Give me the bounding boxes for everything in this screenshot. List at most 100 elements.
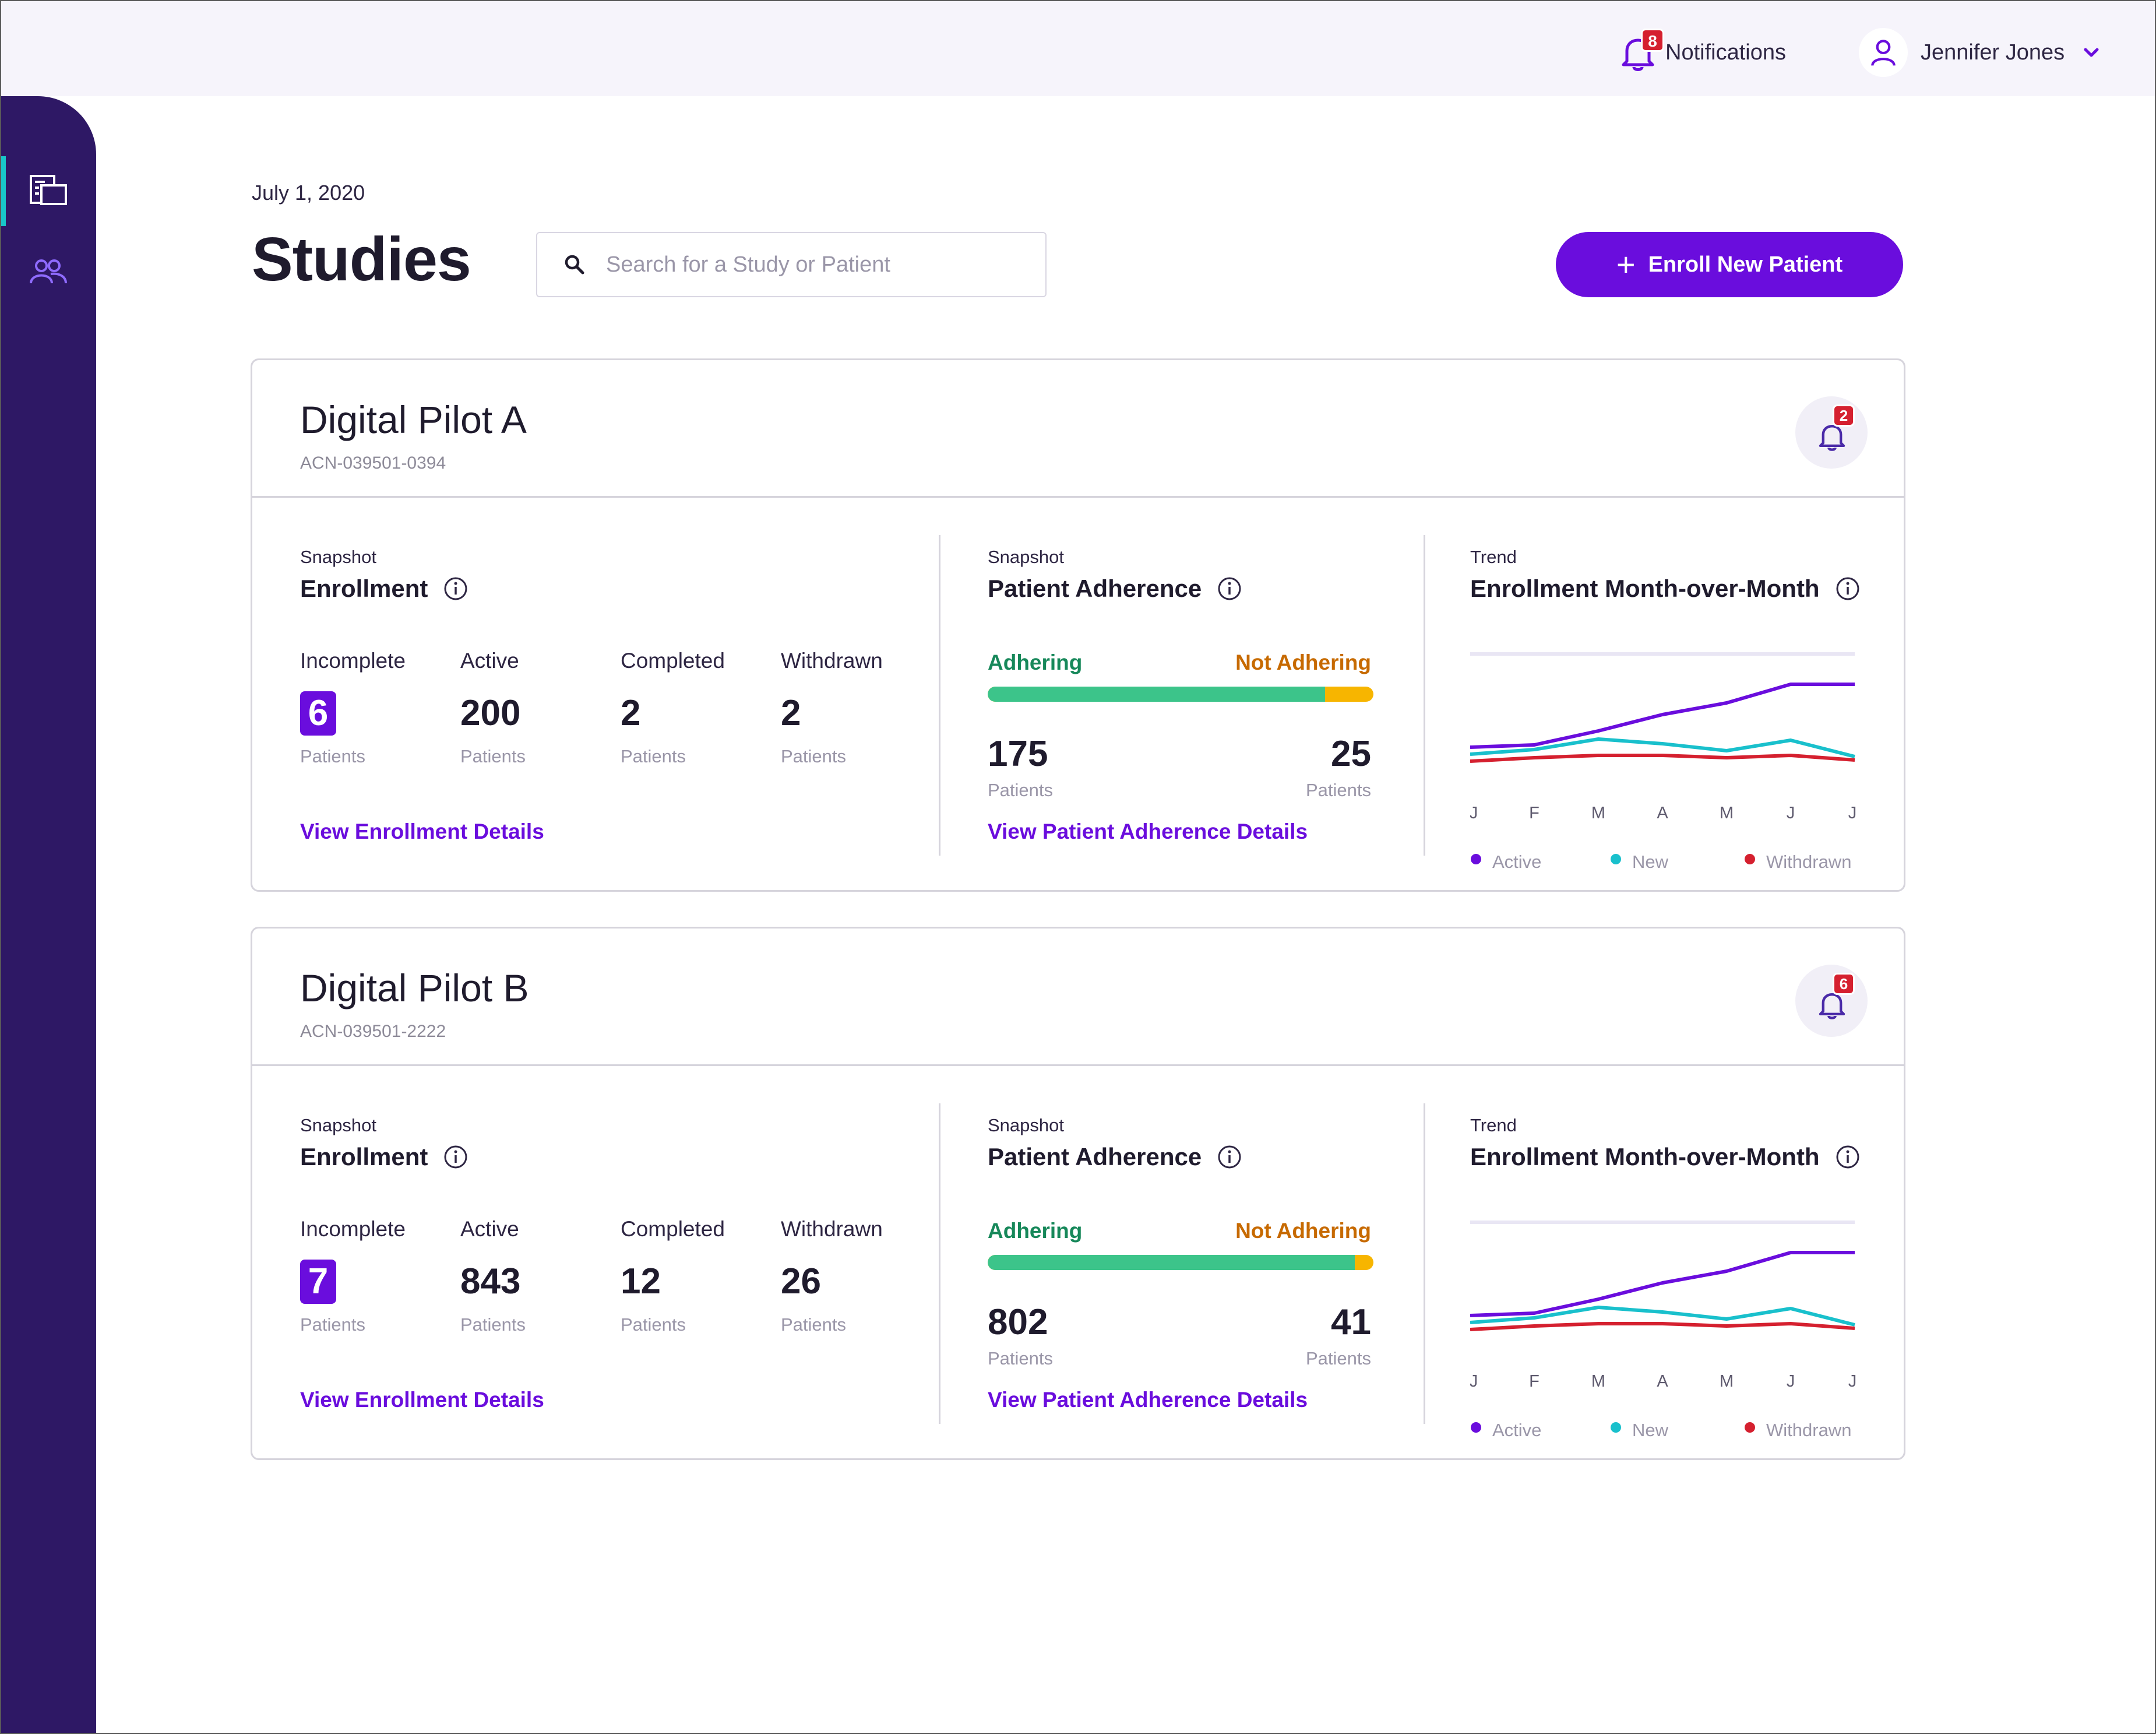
not-adhering-count: 25 <box>1331 734 1371 774</box>
trend-kicker: Trend <box>1470 1115 1517 1135</box>
adherence-title: Patient Adherence <box>988 575 1242 603</box>
enrollment-stat-unit: Patients <box>621 1314 686 1335</box>
notifications-button[interactable]: 8 Notifications <box>1620 23 1786 82</box>
enrollment-title-text: Enrollment <box>300 1143 428 1170</box>
enrollment-stat-label: Withdrawn <box>781 1217 883 1241</box>
study-alert-count-badge: 6 <box>1833 973 1855 995</box>
enrollment-title-text: Enrollment <box>300 575 428 602</box>
view-patient-adherence-details-link[interactable]: View Patient Adherence Details <box>988 819 1308 843</box>
not-adhering-label: Not Adhering <box>1235 650 1371 674</box>
x-tick-label: M <box>1720 804 1734 822</box>
info-icon[interactable] <box>443 1144 468 1170</box>
adhering-unit: Patients <box>988 780 1054 800</box>
enrollment-stat-unit: Patients <box>781 1314 847 1335</box>
enroll-new-patient-button[interactable]: + Enroll New Patient <box>1556 232 1903 297</box>
x-tick-label: J <box>1470 1372 1478 1391</box>
study-name: Digital Pilot A <box>300 398 527 441</box>
user-name: Jennifer Jones <box>1921 40 2065 65</box>
adherence-kicker: Snapshot <box>988 1115 1064 1135</box>
x-tick-label: J <box>1848 1372 1857 1391</box>
adherence-title-text: Patient Adherence <box>988 1143 1202 1170</box>
enrollment-stat-value[interactable]: 7 <box>300 1260 336 1304</box>
info-icon[interactable] <box>1835 576 1861 602</box>
enrollment-stat-unit: Patients <box>621 746 686 766</box>
x-tick-label: J <box>1848 804 1857 822</box>
enrollment-stat-unit: Patients <box>300 746 366 766</box>
enrollment-stat-label: Active <box>460 649 519 673</box>
study-alerts-button[interactable]: 6 <box>1795 965 1868 1037</box>
enrollment-stat-value: 2 <box>781 693 801 733</box>
not-adhering-count: 41 <box>1331 1302 1371 1342</box>
enrollment-stat-label: Incomplete <box>300 1217 406 1241</box>
enrollment-stat-unit: Patients <box>460 1314 526 1335</box>
trend-title-text: Enrollment Month-over-Month <box>1470 1143 1820 1170</box>
enrollment-title: Enrollment <box>300 575 468 603</box>
bell-icon <box>1819 993 1845 1019</box>
x-tick-label: J <box>1470 804 1478 822</box>
sidebar-item-studies[interactable] <box>0 156 96 226</box>
bell-icon: 8 <box>1620 29 1664 73</box>
legend-marker-new <box>1611 1422 1621 1433</box>
info-icon[interactable] <box>443 576 468 602</box>
x-tick-label: A <box>1657 804 1668 822</box>
user-menu[interactable]: Jennifer Jones <box>1859 23 2102 82</box>
not-adhering-unit: Patients <box>1305 780 1371 800</box>
legend-label-active: Active <box>1492 852 1541 872</box>
enrollment-trend-chart: J F M A M J J Active New Withdrawn <box>1470 652 1857 872</box>
legend-marker-withdrawn <box>1745 1422 1755 1433</box>
x-tick-label: J <box>1787 1372 1795 1391</box>
section-divider <box>939 535 940 856</box>
study-name: Digital Pilot B <box>300 966 529 1010</box>
search-input[interactable] <box>606 252 1026 277</box>
not-adhering-unit: Patients <box>1305 1348 1371 1369</box>
chevron-down-icon[interactable] <box>2081 42 2102 63</box>
sidebar-item-patients[interactable] <box>0 238 96 308</box>
adherence-kicker: Snapshot <box>988 547 1064 567</box>
search-icon <box>565 255 584 275</box>
enrollment-stat-value: 2 <box>621 693 641 733</box>
study-alert-count-badge: 2 <box>1833 405 1855 427</box>
study-card-header: Digital Pilot A ACN-039501-0394 2 <box>252 360 1904 498</box>
x-tick-label: M <box>1720 1372 1734 1391</box>
info-icon[interactable] <box>1217 576 1242 602</box>
legend-marker-new <box>1611 854 1621 864</box>
enrollment-stat-value[interactable]: 6 <box>300 691 336 736</box>
view-enrollment-details-link[interactable]: View Enrollment Details <box>300 819 544 843</box>
enrollment-stat-value: 12 <box>621 1261 661 1302</box>
page-title: Studies <box>252 225 471 294</box>
enrollment-stat-label: Active <box>460 1217 519 1241</box>
study-card-header: Digital Pilot B ACN-039501-2222 6 <box>252 928 1904 1066</box>
adhering-unit: Patients <box>988 1348 1054 1369</box>
enrollment-stat-unit: Patients <box>781 746 847 766</box>
series-line-active <box>1470 1251 1855 1317</box>
legend-label-active: Active <box>1492 1420 1541 1440</box>
series-line-active <box>1470 683 1855 749</box>
legend-label-withdrawn: Withdrawn <box>1766 1420 1851 1440</box>
adherence-title: Patient Adherence <box>988 1143 1242 1171</box>
enrollment-stat-unit: Patients <box>300 1314 366 1335</box>
adherence-bar-fill <box>988 687 1326 702</box>
section-divider <box>1424 535 1425 856</box>
trend-title: Enrollment Month-over-Month <box>1470 575 1861 603</box>
patients-icon <box>29 259 67 284</box>
enrollment-stat-label: Withdrawn <box>781 649 883 673</box>
enrollment-kicker: Snapshot <box>300 547 376 567</box>
trend-title: Enrollment Month-over-Month <box>1470 1143 1861 1171</box>
study-card-1: Digital Pilot A ACN-039501-0394 2 Snapsh… <box>251 358 1905 892</box>
info-icon[interactable] <box>1835 1144 1861 1170</box>
series-line-withdrawn <box>1470 754 1855 763</box>
adherence-title-text: Patient Adherence <box>988 575 1202 602</box>
adhering-count: 175 <box>988 734 1048 774</box>
adhering-count: 802 <box>988 1302 1048 1342</box>
legend-marker-active <box>1471 1422 1481 1433</box>
info-icon[interactable] <box>1217 1144 1242 1170</box>
view-patient-adherence-details-link[interactable]: View Patient Adherence Details <box>988 1388 1308 1412</box>
x-tick-label: F <box>1529 1372 1540 1391</box>
legend-marker-active <box>1471 854 1481 864</box>
enrollment-stat-value: 200 <box>460 693 521 733</box>
study-card-2: Digital Pilot B ACN-039501-2222 6 Snapsh… <box>251 927 1905 1460</box>
enrollment-stat-value: 843 <box>460 1261 521 1302</box>
view-enrollment-details-link[interactable]: View Enrollment Details <box>300 1388 544 1412</box>
search-box[interactable] <box>536 232 1047 297</box>
study-alerts-button[interactable]: 2 <box>1795 396 1868 469</box>
